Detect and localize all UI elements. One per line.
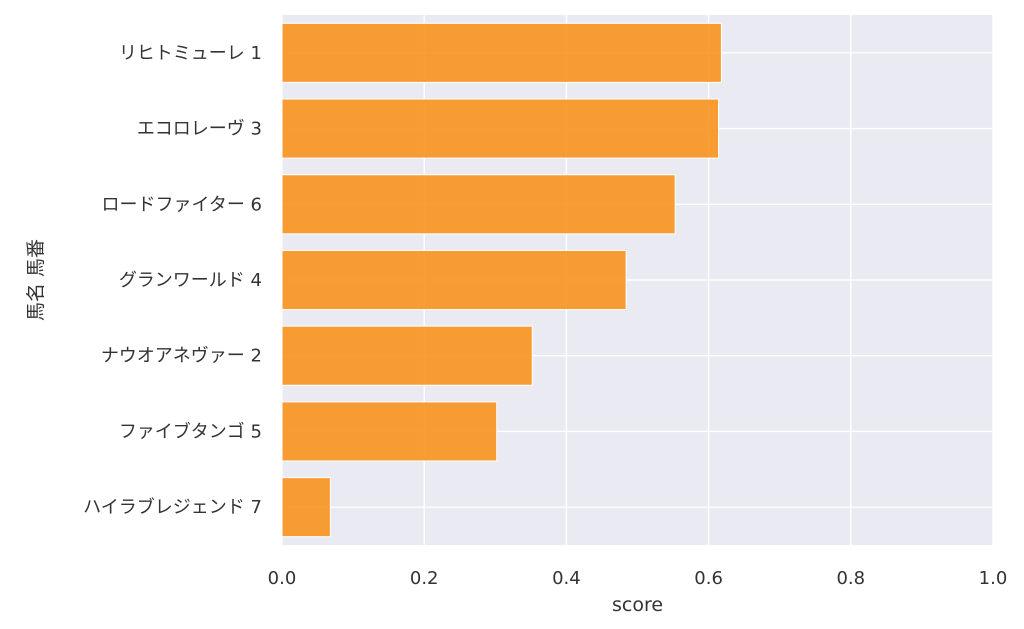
- bar: [281, 98, 720, 159]
- bars: [281, 22, 722, 538]
- x-tick-label: 0.0: [268, 568, 297, 589]
- y-tick-label: ハイラブレジェンド 7: [83, 496, 262, 518]
- x-tick-label: 0.4: [552, 568, 581, 589]
- bar: [281, 249, 627, 311]
- x-tick-label: 0.8: [836, 568, 865, 589]
- y-tick-label: ロードファイター 6: [102, 194, 262, 215]
- y-tick-label: グランワールド 4: [119, 270, 262, 291]
- y-tick-label: ファイブタンゴ 5: [119, 420, 262, 442]
- bar: [281, 477, 331, 538]
- y-tick-label: エコロレーヴ 3: [137, 119, 262, 140]
- x-tick-labels: 0.0 0.2 0.4 0.6 0.8 1.0: [268, 568, 1008, 589]
- x-axis-label: score: [612, 594, 663, 616]
- bar: [281, 401, 498, 462]
- x-tick-label: 0.2: [410, 568, 439, 589]
- x-tick-label: 0.6: [694, 568, 723, 589]
- y-tick-label: リヒトミューレ 1: [119, 43, 262, 64]
- bar: [281, 325, 533, 386]
- y-tick-labels: リヒトミューレ 1 エコロレーヴ 3 ロードファイター 6 グランワールド 4 ナウオア…: [83, 43, 262, 518]
- bar: [281, 22, 722, 83]
- y-axis-label: 馬名 馬番: [25, 239, 47, 321]
- bar: [281, 174, 676, 235]
- y-tick-label: ナウオアネヴァー 2: [101, 346, 262, 367]
- x-tick-label: 1.0: [979, 568, 1008, 589]
